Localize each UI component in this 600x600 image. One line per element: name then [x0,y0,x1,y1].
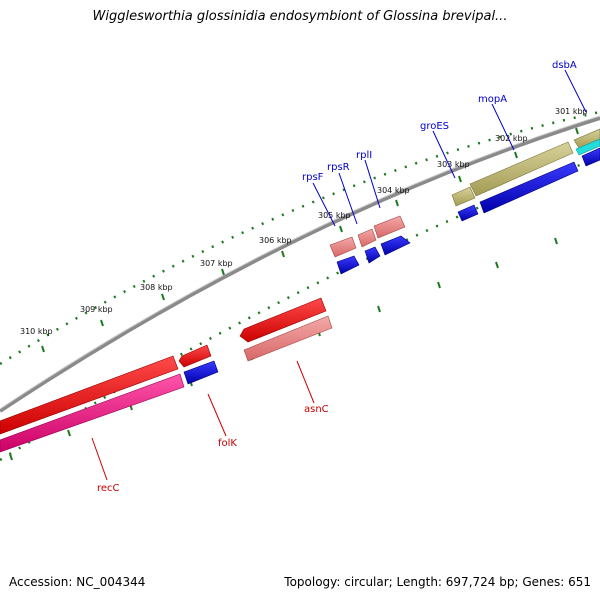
feature-blue-rpsR[interactable] [364,246,381,264]
feature-red-recC-upper[interactable] [0,355,179,435]
feature-pink-rpsR[interactable] [357,228,377,248]
feature-blue-folK[interactable] [183,360,219,385]
gene-label-dsbA[interactable]: dsbA [552,60,577,71]
gene-label-groES[interactable]: groES [420,121,449,132]
tick-label-305: 305 kbp [318,211,351,220]
feature-blue-rpsF[interactable] [336,255,360,275]
inner-major-ticks [9,237,558,461]
feature-blue-mopA[interactable] [479,161,579,214]
feature-olive-dsbA[interactable] [573,128,600,149]
outer-major-ticks [41,127,579,353]
map-title: Wigglesworthia glossinidia endosymbiont … [92,9,508,24]
tick-label-308: 308 kbp [140,283,173,292]
gene-label-rplI[interactable]: rplI [356,150,372,161]
feature-blue-rplI[interactable] [380,235,411,256]
tick-label-302: 302 kbp [495,134,528,143]
tick-label-309: 309 kbp [80,305,113,314]
gene-label-asnC[interactable]: asnC [304,404,329,415]
tick-label-301: 301 kbp [555,107,588,116]
gene-label-folK[interactable]: folK [218,438,237,449]
tick-label-310: 310 kbp [20,327,53,336]
gene-label-rpsF[interactable]: rpsF [302,172,324,183]
tick-label-307: 307 kbp [200,259,233,268]
feature-magenta-recC[interactable] [0,373,185,453]
feature-blue-dsbA[interactable] [581,147,600,167]
genome-backbone [0,116,600,413]
feature-olive-groES[interactable] [451,186,476,207]
gene-label-recC[interactable]: recC [97,483,120,494]
feature-pink-asnC-lower[interactable] [243,315,333,362]
feature-red-asnC-upper[interactable] [239,297,327,343]
feature-pink-rplI[interactable] [373,215,406,239]
tick-label-304: 304 kbp [377,186,410,195]
feature-cds-cyan[interactable] [575,138,600,156]
feature-pink-rpsF[interactable] [329,236,357,258]
tick-label-306: 306 kbp [259,236,292,245]
accession-label: Accession: NC_004344 [9,575,146,589]
feature-red-folK-upper[interactable] [178,344,212,368]
gene-label-rpsR[interactable]: rpsR [327,162,350,173]
feature-olive-mopA[interactable] [469,141,574,197]
feature-blue-groES[interactable] [457,204,479,222]
gene-label-mopA[interactable]: mopA [478,94,507,105]
genome-summary: Topology: circular; Length: 697,724 bp; … [284,575,591,589]
tick-label-303: 303 kbp [437,160,470,169]
